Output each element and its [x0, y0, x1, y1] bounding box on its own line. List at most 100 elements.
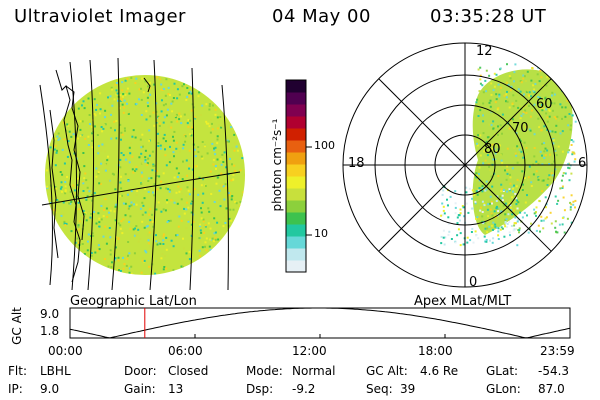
low-latitude-pixel [511, 196, 514, 199]
oval-pixel [573, 152, 576, 155]
low-latitude-pixel [478, 187, 481, 190]
speckle-pixel [145, 251, 148, 254]
speckle-pixel [66, 155, 69, 158]
speckle-pixel [222, 161, 225, 163]
oval-pixel [552, 142, 555, 145]
speckle-pixel [152, 191, 154, 194]
speckle-pixel [203, 231, 205, 234]
speckle-pixel [130, 201, 133, 204]
speckle-pixel [52, 205, 55, 208]
speckle-pixel [140, 183, 143, 185]
oval-pixel [538, 200, 541, 203]
speckle-pixel [188, 95, 191, 98]
speckle-pixel [167, 86, 170, 89]
speckle-pixel [159, 78, 162, 81]
oval-pixel [518, 231, 520, 234]
low-latitude-pixel [474, 200, 477, 203]
speckle-pixel [65, 222, 68, 225]
speckle-pixel [199, 255, 202, 258]
speckle-pixel [147, 239, 150, 242]
speckle-pixel [126, 193, 129, 196]
speckle-pixel [201, 226, 204, 229]
speckle-pixel [188, 193, 191, 196]
earth-disk [45, 75, 245, 275]
low-latitude-pixel [461, 205, 464, 207]
oval-pixel [526, 214, 528, 217]
speckle-pixel [204, 241, 207, 244]
speckle-pixel [97, 123, 100, 126]
speckle-pixel [149, 115, 152, 118]
speckle-pixel [165, 267, 168, 270]
speckle-pixel [135, 203, 138, 206]
speckle-pixel [166, 108, 169, 111]
oval-pixel [500, 226, 503, 229]
speckle-pixel [140, 171, 143, 174]
speckle-pixel [137, 228, 140, 231]
speckle-pixel [206, 213, 209, 216]
oval-pixel [497, 107, 500, 110]
oval-pixel [553, 116, 556, 118]
speckle-pixel [85, 197, 88, 200]
speckle-pixel [121, 81, 124, 84]
oval-pixel [511, 102, 514, 105]
speckle-pixel [122, 218, 125, 221]
speckle-pixel [83, 107, 86, 110]
speckle-pixel [212, 234, 215, 237]
oval-pixel [569, 128, 572, 131]
speckle-pixel [130, 265, 133, 268]
oval-pixel [530, 181, 533, 184]
speckle-pixel [170, 102, 173, 105]
speckle-pixel [91, 194, 93, 196]
oval-pixel [569, 208, 572, 211]
oval-pixel [521, 216, 524, 219]
oval-pixel [561, 185, 564, 188]
oval-pixel [567, 151, 570, 154]
low-latitude-pixel [516, 207, 519, 210]
speckle-pixel [133, 234, 136, 237]
speckle-pixel [110, 113, 112, 116]
low-latitude-pixel [448, 230, 451, 233]
speckle-pixel [185, 227, 188, 229]
speckle-pixel [46, 185, 49, 188]
low-latitude-pixel [454, 241, 457, 244]
oval-pixel [480, 206, 482, 209]
speckle-pixel [85, 179, 88, 182]
speckle-pixel [186, 122, 189, 125]
oval-pixel [533, 133, 536, 136]
low-latitude-pixel [506, 190, 509, 193]
speckle-pixel [208, 245, 211, 248]
oval-pixel [522, 156, 525, 159]
oval-pixel [561, 174, 564, 177]
speckle-pixel [188, 149, 191, 152]
low-latitude-pixel [516, 199, 519, 202]
speckle-pixel [123, 106, 125, 109]
speckle-pixel [86, 249, 89, 252]
info-mode-value: Normal [292, 364, 336, 378]
speckle-pixel [166, 221, 169, 223]
speckle-pixel [124, 129, 126, 132]
speckle-pixel [107, 180, 110, 182]
oval-pixel [517, 201, 520, 204]
low-latitude-pixel [472, 194, 475, 197]
gc-alt-curve [69, 307, 571, 339]
oval-pixel [568, 179, 571, 182]
low-latitude-pixel [441, 202, 444, 205]
speckle-pixel [218, 189, 221, 192]
speckle-pixel [204, 224, 207, 227]
oval-pixel [479, 134, 482, 137]
oval-pixel [540, 215, 543, 218]
speckle-pixel [143, 197, 146, 200]
low-latitude-pixel [501, 194, 504, 197]
oval-pixel [555, 154, 558, 157]
speckle-pixel [241, 157, 244, 160]
speckle-pixel [123, 258, 126, 261]
speckle-pixel [156, 175, 158, 177]
oval-pixel [476, 98, 479, 101]
speckle-pixel [210, 213, 213, 216]
low-latitude-pixel [454, 212, 457, 215]
speckle-pixel [147, 105, 150, 108]
speckle-pixel [96, 103, 98, 106]
colorbar-tick-label-100: 100 [314, 139, 335, 152]
speckle-pixel [146, 163, 149, 166]
low-latitude-pixel [497, 210, 500, 213]
